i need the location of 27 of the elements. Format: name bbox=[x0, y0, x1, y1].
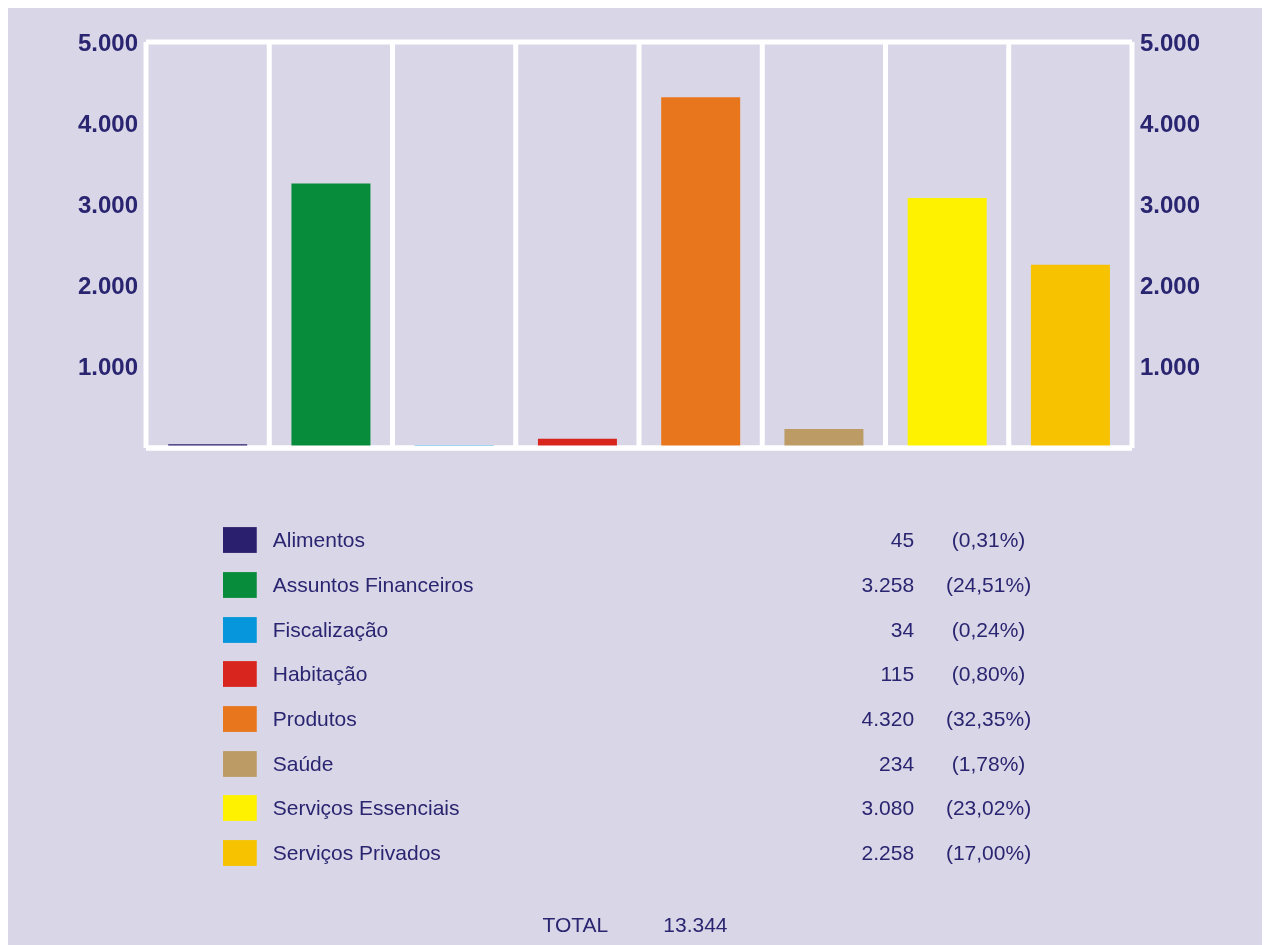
text: 234 (1,78%) bbox=[879, 751, 1026, 775]
y2-tick-label: 2.000 bbox=[1140, 272, 1201, 300]
legend-label: Fiscalização bbox=[272, 617, 390, 642]
text: 45 (0,31%) bbox=[890, 528, 1026, 552]
legend-label: Serviços Essenciais bbox=[272, 796, 461, 821]
legend-label: Habitação bbox=[272, 662, 369, 687]
y-tick-label: 5.000 bbox=[77, 28, 138, 56]
text: TOTAL 13.344 bbox=[541, 913, 729, 937]
y2-tick-label: 1.000 bbox=[1140, 353, 1201, 381]
text: 115 (0,80%) bbox=[880, 662, 1026, 686]
text: 3.258 (24,51%) bbox=[861, 573, 1032, 597]
y-tick-label: 2.000 bbox=[77, 272, 138, 300]
legend-label: Serviços Privados bbox=[272, 841, 442, 866]
legend-label: Saúde bbox=[272, 751, 335, 776]
y2-tick-label: 3.000 bbox=[1140, 190, 1201, 218]
y2-tick-label: 5.000 bbox=[1140, 28, 1201, 56]
y2-tick-label: 4.000 bbox=[1140, 109, 1201, 137]
legend-label: Produtos bbox=[272, 707, 358, 732]
y-tick-label: 4.000 bbox=[77, 109, 138, 137]
text: 4.320 (32,35%) bbox=[861, 707, 1032, 731]
y-tick-label: 1.000 bbox=[77, 353, 138, 381]
text: 34 (0,24%) bbox=[890, 617, 1026, 641]
text: 3.080 (23,02%) bbox=[861, 796, 1032, 820]
legend-label: Assuntos Financeiros bbox=[272, 573, 475, 598]
text: 2.258 (17,00%) bbox=[861, 841, 1032, 865]
legend-label: Alimentos bbox=[272, 528, 366, 553]
y-tick-label: 3.000 bbox=[77, 190, 138, 218]
